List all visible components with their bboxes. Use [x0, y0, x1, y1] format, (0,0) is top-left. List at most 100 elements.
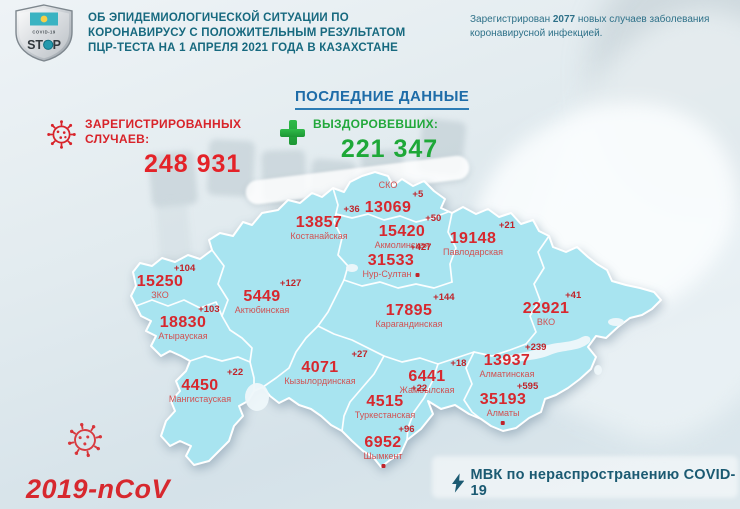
- region-value: 17895: [385, 301, 433, 319]
- region-nur-sultan: +427 31533 Нур-Султан: [363, 243, 432, 279]
- city-marker: [501, 421, 505, 426]
- region-shymkent: +96 6952 Шымкент: [363, 425, 415, 469]
- region-value: 4450: [181, 376, 219, 394]
- stop-covid-logo: COVID-19 STOP: [15, 4, 73, 62]
- virus-name-label: 2019-nCoV: [26, 474, 171, 504]
- region-name: Жамбылская: [399, 385, 455, 395]
- region-delta: +22: [411, 383, 428, 394]
- region-value: 15420: [378, 222, 426, 240]
- registered-cases-block: ЗАРЕГИСТРИРОВАННЫХ СЛУЧАЕВ: 248 931: [46, 117, 241, 179]
- lake-alakol: [594, 365, 602, 375]
- region-name: Костанайская: [290, 231, 348, 241]
- region-zhambyl: +18 6441 Жамбылская: [399, 359, 467, 395]
- region-delta: +41: [565, 290, 582, 301]
- virus-icon: [47, 120, 76, 149]
- region-sko: СКО +5 13069: [364, 180, 424, 216]
- region-kostanay: +36 13857 Костанайская: [290, 205, 359, 241]
- region-value: 19148: [449, 229, 497, 247]
- page-title: ОБ ЭПИДЕМИОЛОГИЧЕСКОЙ СИТУАЦИИ ПО КОРОНА…: [88, 11, 438, 56]
- aral-sea: [245, 383, 269, 411]
- region-pavlodar: +21 19148 Павлодарская: [443, 221, 515, 257]
- region-vko: +41 22921 ВКО: [522, 291, 582, 327]
- region-delta: +5: [412, 189, 424, 201]
- region-name: Акмолинская: [374, 240, 430, 250]
- plus-icon: [280, 120, 305, 145]
- region-delta: +96: [398, 424, 415, 435]
- region-name: Нур-Султан: [363, 269, 420, 279]
- region-turkestan: +22 4515 Туркестанская: [354, 384, 427, 420]
- region-name: Кызылординская: [284, 376, 356, 386]
- registered-label: СЛУЧАЕВ:: [85, 132, 150, 146]
- recovered-block: ВЫЗДОРОВЕВШИХ: 221 347: [280, 117, 438, 164]
- region-value: 4071: [301, 358, 339, 376]
- lake-zaysan: [608, 318, 624, 326]
- city-marker: [415, 272, 420, 277]
- title-line: ОБ ЭПИДЕМИОЛОГИЧЕСКОЙ СИТУАЦИИ ПО: [88, 12, 349, 24]
- region-karaganda: +144 17895 Карагандинская: [375, 293, 454, 329]
- region-value: 31533: [367, 251, 415, 269]
- region-value: 6441: [408, 367, 446, 385]
- lake-balkhash: [498, 335, 591, 365]
- region-name: ВКО: [536, 317, 556, 327]
- region-value: 22921: [522, 299, 570, 317]
- region-delta: +239: [525, 342, 547, 353]
- region-name: Карагандинская: [375, 319, 443, 329]
- region-delta: +18: [450, 358, 467, 369]
- region-akmola: +50 15420 Акмолинская: [374, 214, 442, 250]
- region-delta: +427: [410, 242, 432, 253]
- region-value: 5449: [243, 287, 281, 305]
- region-name: Алматы: [486, 408, 520, 418]
- committee-label: МВК по нераспространению COVID-19: [452, 467, 740, 499]
- lakes: [245, 264, 624, 411]
- region-name: ЗКО: [151, 290, 169, 300]
- region-delta: +36: [343, 204, 360, 215]
- country-outline: [130, 171, 662, 468]
- region-delta: +21: [498, 220, 515, 231]
- recovered-label: ВЫЗДОРОВЕВШИХ:: [313, 117, 439, 131]
- region-aktobe: +127 5449 Актюбинская: [235, 279, 302, 315]
- virus-ball-icon: [43, 39, 54, 50]
- region-atyrau: +103 18830 Атырауская: [158, 305, 219, 341]
- region-almaty-city: +595 35193 Алматы: [479, 382, 538, 426]
- region-value: 13937: [483, 351, 531, 369]
- registered-value: 248 931: [143, 150, 242, 178]
- region-almaty-region: +239 13937 Алматинская: [479, 343, 547, 379]
- region-value: 13069: [364, 198, 412, 216]
- region-value: 6952: [364, 433, 402, 451]
- title-line: ПЦР-ТЕСТА НА 1 АПРЕЛЯ 2021 ГОДА В КАЗАХС…: [88, 42, 398, 54]
- region-mangystau: +22 4450 Мангистауская: [168, 368, 243, 404]
- region-name: Алматинская: [479, 369, 535, 379]
- region-name: Мангистауская: [168, 394, 232, 404]
- region-delta: +50: [425, 213, 442, 224]
- region-value: 13857: [295, 213, 343, 231]
- region-name: Павлодарская: [443, 247, 503, 257]
- region-value: 15250: [136, 272, 184, 290]
- region-delta: +22: [226, 367, 244, 378]
- coronavirus-icon: [67, 422, 103, 458]
- latest-data-heading: ПОСЛЕДНИЕ ДАННЫЕ: [295, 88, 470, 110]
- news-number: 2077: [552, 14, 576, 25]
- logo-covid-text: COVID-19: [32, 30, 55, 35]
- region-kyzylorda: +27 4071 Кызылординская: [284, 350, 367, 386]
- region-value: 35193: [479, 390, 527, 408]
- region-delta: +595: [516, 381, 539, 392]
- region-borders: [135, 187, 550, 441]
- lake-tengiz: [346, 264, 358, 272]
- region-name: Шымкент: [363, 451, 403, 461]
- region-name: Атырауская: [158, 331, 208, 341]
- recovered-value: 221 347: [340, 135, 439, 163]
- region-delta: +127: [279, 278, 302, 289]
- region-value: 4515: [366, 392, 404, 410]
- region-delta: +27: [351, 349, 368, 360]
- region-delta: +103: [198, 304, 220, 315]
- committee-text: МВК по нераспространению COVID-19: [470, 467, 736, 499]
- news-note: Зарегистрирован 2077 новых случаев забол…: [470, 14, 710, 39]
- region-name: Туркестанская: [354, 410, 416, 420]
- registered-label: ЗАРЕГИСТРИРОВАННЫХ: [85, 117, 242, 131]
- region-zko: +104 15250 ЗКО: [136, 264, 196, 300]
- title-line: КОРОНАВИРУСУ С ПОЛОЖИТЕЛЬНЫМ РЕЗУЛЬТАТОМ: [88, 27, 406, 39]
- region-value: 18830: [159, 313, 207, 331]
- region-delta: +104: [173, 263, 196, 274]
